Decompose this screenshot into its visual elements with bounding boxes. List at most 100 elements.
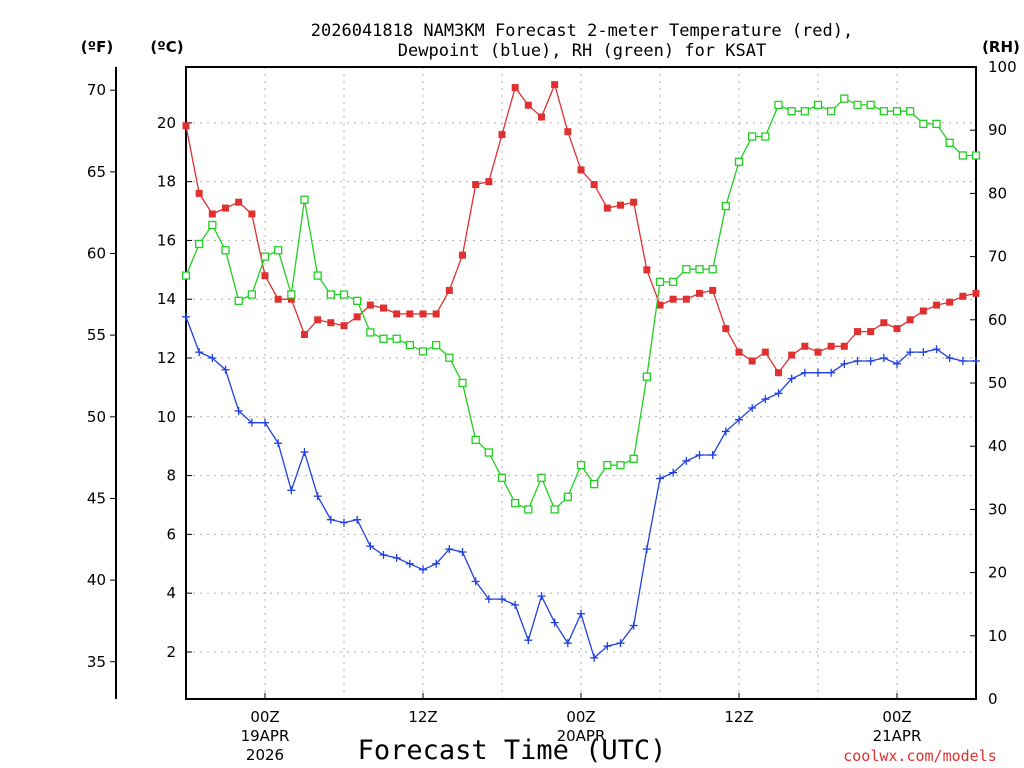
dewpoint-point (866, 356, 875, 365)
2-meter-temperature-point (248, 210, 256, 218)
rh-point (721, 201, 730, 211)
dewpoint-point (958, 356, 967, 365)
rh-point (734, 157, 744, 166)
rh-point (392, 334, 401, 343)
2-meter-temperature-point (630, 198, 638, 206)
dewpoint-point (432, 559, 441, 568)
fahrenheit-tick-label: 45 (87, 489, 106, 507)
x-tick-label: 00Z (250, 708, 279, 726)
dewpoint-point (511, 600, 520, 609)
dewpoint-point (906, 348, 915, 357)
celsius-tick-label: 10 (157, 408, 176, 426)
rh-tick-label: 50 (988, 374, 1007, 392)
rh-point (629, 454, 638, 463)
dewpoint-point (392, 553, 401, 562)
fahrenheit-tick-label: 50 (87, 408, 106, 426)
rh-point (234, 296, 243, 305)
rh-point (563, 492, 572, 501)
2-meter-temperature-point (867, 328, 875, 336)
rh-point (827, 107, 836, 116)
rh-tick-label: 40 (988, 437, 1007, 455)
dewpoint-point (787, 374, 796, 383)
rh-point (195, 239, 204, 249)
rh-point (366, 328, 375, 337)
x-tick-date: 20APR (557, 727, 606, 745)
dewpoint-point (761, 395, 770, 404)
rh-point (840, 94, 849, 103)
dewpoint-point (471, 577, 480, 586)
2-meter-temperature-point (709, 286, 717, 294)
rh-point (524, 505, 533, 514)
2-meter-temperature-point (748, 357, 756, 365)
x-tick-label: 12Z (724, 708, 753, 726)
dewpoint-point (419, 565, 427, 574)
rh-point (497, 473, 507, 482)
2-meter-temperature-point (933, 301, 940, 309)
rh-tick-label: 60 (988, 311, 1007, 329)
dewpoint-point (458, 548, 467, 557)
2-meter-temperature-point (511, 84, 519, 92)
rh-point (800, 107, 809, 116)
rh-point (708, 265, 717, 274)
2-meter-temperature-point (485, 178, 493, 186)
data-series (181, 81, 981, 662)
2-meter-temperature-point (182, 122, 190, 130)
dewpoint-point (195, 348, 204, 357)
2-meter-temperature-point (590, 181, 598, 189)
2-meter-temperature-point (972, 289, 980, 297)
2-meter-temperature-point (445, 286, 453, 294)
dewpoint-point (853, 356, 862, 365)
rh-point (405, 340, 414, 350)
2-meter-temperature-point (893, 325, 901, 333)
2-meter-temperature-point (353, 313, 361, 321)
fahrenheit-tick-label: 35 (87, 653, 106, 671)
dewpoint-point (405, 559, 414, 568)
dewpoint-point (656, 474, 664, 483)
2-meter-temperature-point (801, 342, 809, 350)
dewpoint-point (524, 636, 533, 645)
2-meter-temperature-point (735, 348, 743, 356)
dewpoint-point (379, 550, 388, 559)
2-meter-temperature-point (722, 325, 730, 333)
rh-point (353, 296, 362, 305)
rh-point (853, 100, 862, 110)
dewpoint-point (800, 368, 809, 377)
chart-title-line-2: Dewpoint (blue), RH (green) for KSAT (398, 41, 766, 61)
2-meter-temperature-point (946, 298, 954, 306)
2-meter-temperature-point (814, 348, 822, 356)
celsius-tick-label: 18 (157, 173, 176, 191)
rh-point (603, 461, 612, 470)
rh-point (471, 435, 480, 445)
dewpoint-point (234, 406, 243, 415)
rh-point (181, 271, 191, 280)
rh-point (695, 265, 704, 274)
dewpoint-point (484, 595, 493, 604)
dewpoint-point (208, 354, 217, 363)
2-meter-temperature-point (393, 310, 401, 318)
dewpoint-point (221, 365, 230, 374)
2-meter-temperature-point (775, 369, 782, 377)
fahrenheit-tick-label: 60 (87, 244, 106, 262)
x-tick-label: 12Z (408, 708, 437, 726)
rh-point (576, 461, 586, 470)
2-meter-temperature-point (498, 131, 506, 139)
rh-point (537, 473, 546, 482)
2-meter-temperature-point (603, 204, 611, 212)
dewpoint-point (629, 621, 638, 630)
x-axis-title: Forecast Time (UTC) (358, 735, 667, 766)
rh-point (655, 277, 665, 287)
x-tick-label: 00Z (882, 708, 911, 726)
fahrenheit-tick-label: 70 (87, 81, 106, 99)
fahrenheit-unit-label: (ºF) (81, 38, 113, 56)
2-meter-temperature-point (880, 319, 888, 327)
dewpoint-point (498, 595, 506, 604)
2-meter-temperature-point (564, 128, 572, 136)
2-meter-temperature-point (854, 328, 861, 336)
2-meter-temperature-point (406, 310, 414, 318)
celsius-unit-label: (ºC) (150, 38, 183, 56)
rh-point (326, 290, 335, 299)
rh-point (932, 119, 941, 129)
dewpoint-point (682, 456, 691, 465)
